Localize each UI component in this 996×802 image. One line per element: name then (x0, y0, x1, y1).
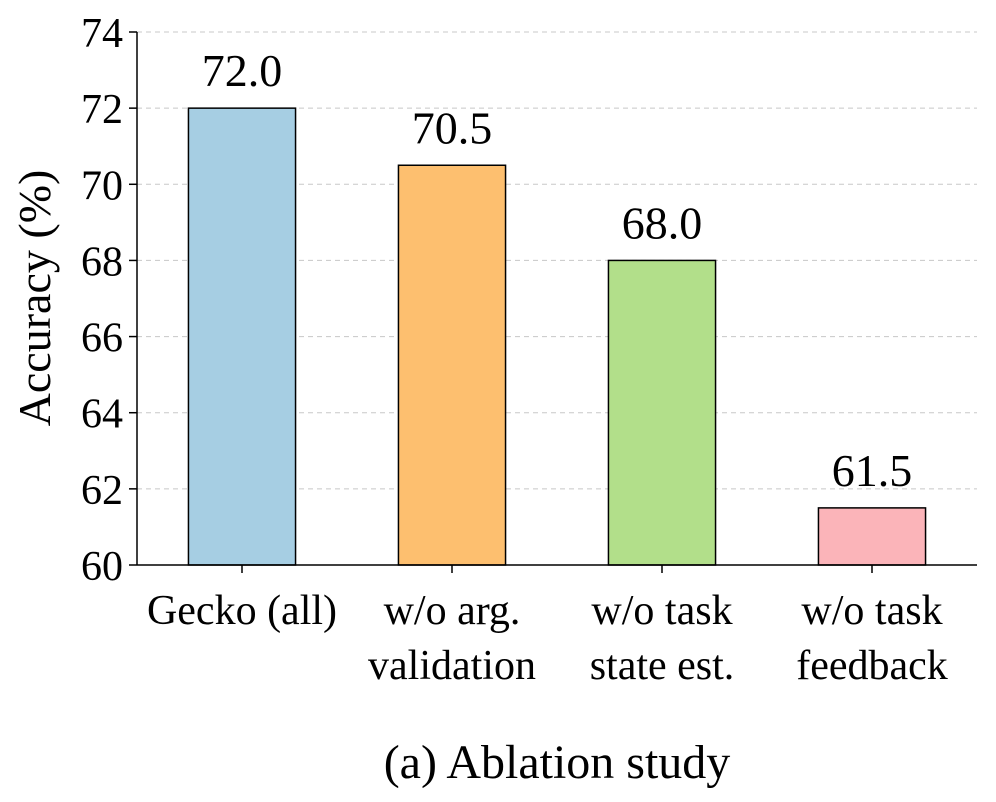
axes (129, 31, 977, 573)
bar (397, 164, 507, 566)
bar-value-label: 68.0 (622, 197, 703, 248)
bars (187, 107, 927, 566)
x-tick-label: validation (368, 643, 536, 689)
x-tick-label: w/o arg. (384, 588, 521, 634)
x-tick-label: w/o task (801, 588, 942, 634)
y-axis-title: Accuracy (%) (9, 170, 60, 427)
y-tick-label: 64 (81, 392, 123, 438)
x-tick-label: w/o task (591, 588, 732, 634)
bar-value-label: 70.5 (412, 102, 493, 153)
bar (187, 107, 297, 566)
x-tick-label: state est. (590, 643, 735, 689)
chart-caption: (a) Ablation study (384, 736, 731, 789)
x-tick-label: Gecko (all) (147, 588, 337, 634)
y-tick-label: 74 (81, 11, 123, 57)
y-tick-label: 60 (81, 544, 123, 590)
x-tick-label: feedback (796, 643, 948, 689)
bar (607, 259, 717, 566)
labels: 60 62 64 66 68 70 72 74 72.0 Gecko (all) 70.5 w/o a… (81, 11, 948, 689)
bar (817, 507, 927, 566)
y-tick-label: 68 (81, 239, 123, 285)
y-tick-label: 72 (81, 87, 123, 133)
y-tick-label: 62 (81, 468, 123, 514)
y-tick-label: 66 (81, 316, 123, 362)
y-tick-label: 70 (81, 163, 123, 209)
bar-value-label: 61.5 (832, 445, 913, 496)
bar-value-label: 72.0 (202, 45, 283, 96)
